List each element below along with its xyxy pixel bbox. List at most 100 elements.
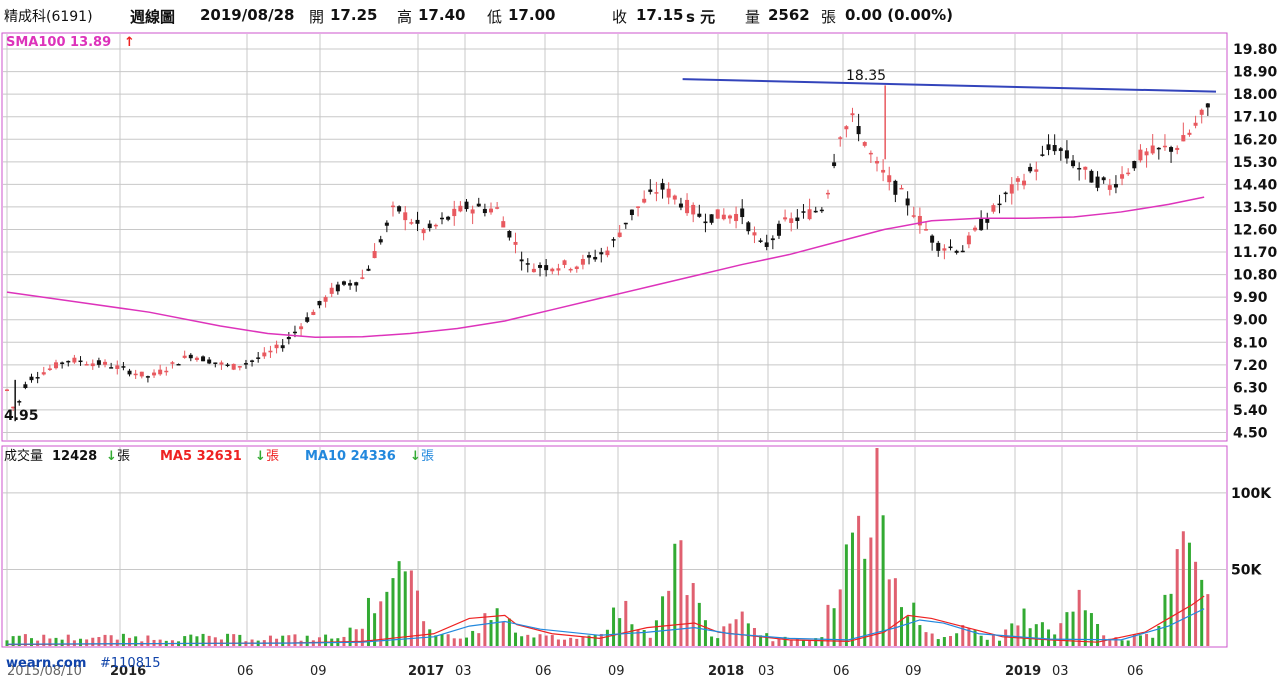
price-tick-label: 4.50 [1233,425,1268,441]
close-value: 17.15 [636,6,684,24]
volume-bar [875,448,879,646]
candle-body [341,281,346,285]
candle-body [250,360,255,362]
volume-bar [801,639,805,646]
volume-bar [820,637,824,646]
volume-bar [97,637,101,646]
candle-body [1144,151,1149,156]
volume-bar [268,635,272,646]
candle-body [41,372,46,375]
resistance-line [682,78,1217,93]
volume-bar [121,633,125,646]
low-value: 17.00 [508,6,556,24]
volume-bar [887,579,891,646]
volume-bar [507,618,511,646]
candle-body [452,208,457,217]
candle-body [5,389,9,391]
candle-body [666,188,671,198]
candle-body [709,214,714,223]
candle-body [568,268,573,271]
volume-bar [79,638,83,646]
candle-body [1028,166,1033,172]
volume-bar [226,633,230,646]
sma100-line [6,196,1205,338]
candle-body [366,268,371,271]
candle-body [11,406,16,409]
price-tick-label: 18.00 [1233,87,1278,103]
candle-body [642,198,647,203]
chart-grid [3,34,1226,646]
candle-body [531,268,536,273]
price-tick-label: 14.40 [1233,177,1278,193]
candle-body [1120,174,1125,179]
candle-body [776,223,781,236]
low-annotation: 4.95 [4,408,39,424]
candle-body [84,364,89,366]
volume-bar [379,601,383,646]
time-tick-label: 06 [535,664,552,679]
volume-bar [30,638,34,646]
volume-bar [403,571,407,646]
price-tick-label: 19.80 [1233,42,1278,58]
candle-body [672,195,677,200]
candle-body [703,221,708,224]
volume-bar [979,635,983,646]
candle-body [991,205,996,212]
candle-body [299,326,304,330]
candle-body [734,213,739,222]
volume-bar [385,591,389,646]
low-label: 低 [487,8,503,26]
volume-bar [575,638,579,646]
candle-body [501,221,506,228]
candle-body [1126,172,1131,175]
volume-bar [514,632,518,646]
volume-bar [783,636,787,646]
time-tick-label: 03 [758,664,775,679]
volume-bar [955,633,959,646]
candle-body [1052,145,1057,152]
volume-bar [201,633,205,646]
candle-body [868,152,873,155]
sma-line-group [6,196,1205,338]
candle-body [893,180,898,195]
volume-bar [446,634,450,646]
volume-panel-border [1,445,1228,648]
candle-body [489,208,494,213]
time-tick-label: 2019 [1005,664,1041,679]
volume-bar [648,637,652,646]
candle-body [1156,147,1161,150]
candlesticks [5,85,1210,422]
volume-bar [771,641,775,646]
volume-bar [66,634,70,646]
candle-body [231,363,236,370]
volume-bar [1071,611,1075,646]
candle-body [917,215,922,226]
volume-bar [317,637,321,646]
volume-bar [465,637,469,646]
volume-bar [232,634,236,646]
candle-body [1022,180,1027,186]
volume-unit: 張 [117,449,130,464]
candle-body [427,223,432,229]
volume-bar [906,616,910,646]
ma5-unit: 張 [266,449,279,464]
volume-bar [863,558,867,646]
up-arrow-icon: ↑ [124,35,135,50]
time-tick-label: 06 [833,664,850,679]
candle-body [1181,135,1186,142]
candle-body [78,360,83,363]
candle-body [311,311,316,315]
volume-bar [281,635,285,646]
volume-bar [48,638,52,646]
candle-body [764,242,769,247]
volume-bar [612,607,616,646]
candle-body [201,356,206,362]
volume-bar [348,627,352,646]
volume-bar [85,639,89,646]
candle-body [256,357,261,359]
volume-bar [422,621,426,646]
candle-body [593,256,598,260]
candle-body [850,113,855,116]
volume-bar [1126,640,1130,646]
candle-body [1083,166,1088,170]
